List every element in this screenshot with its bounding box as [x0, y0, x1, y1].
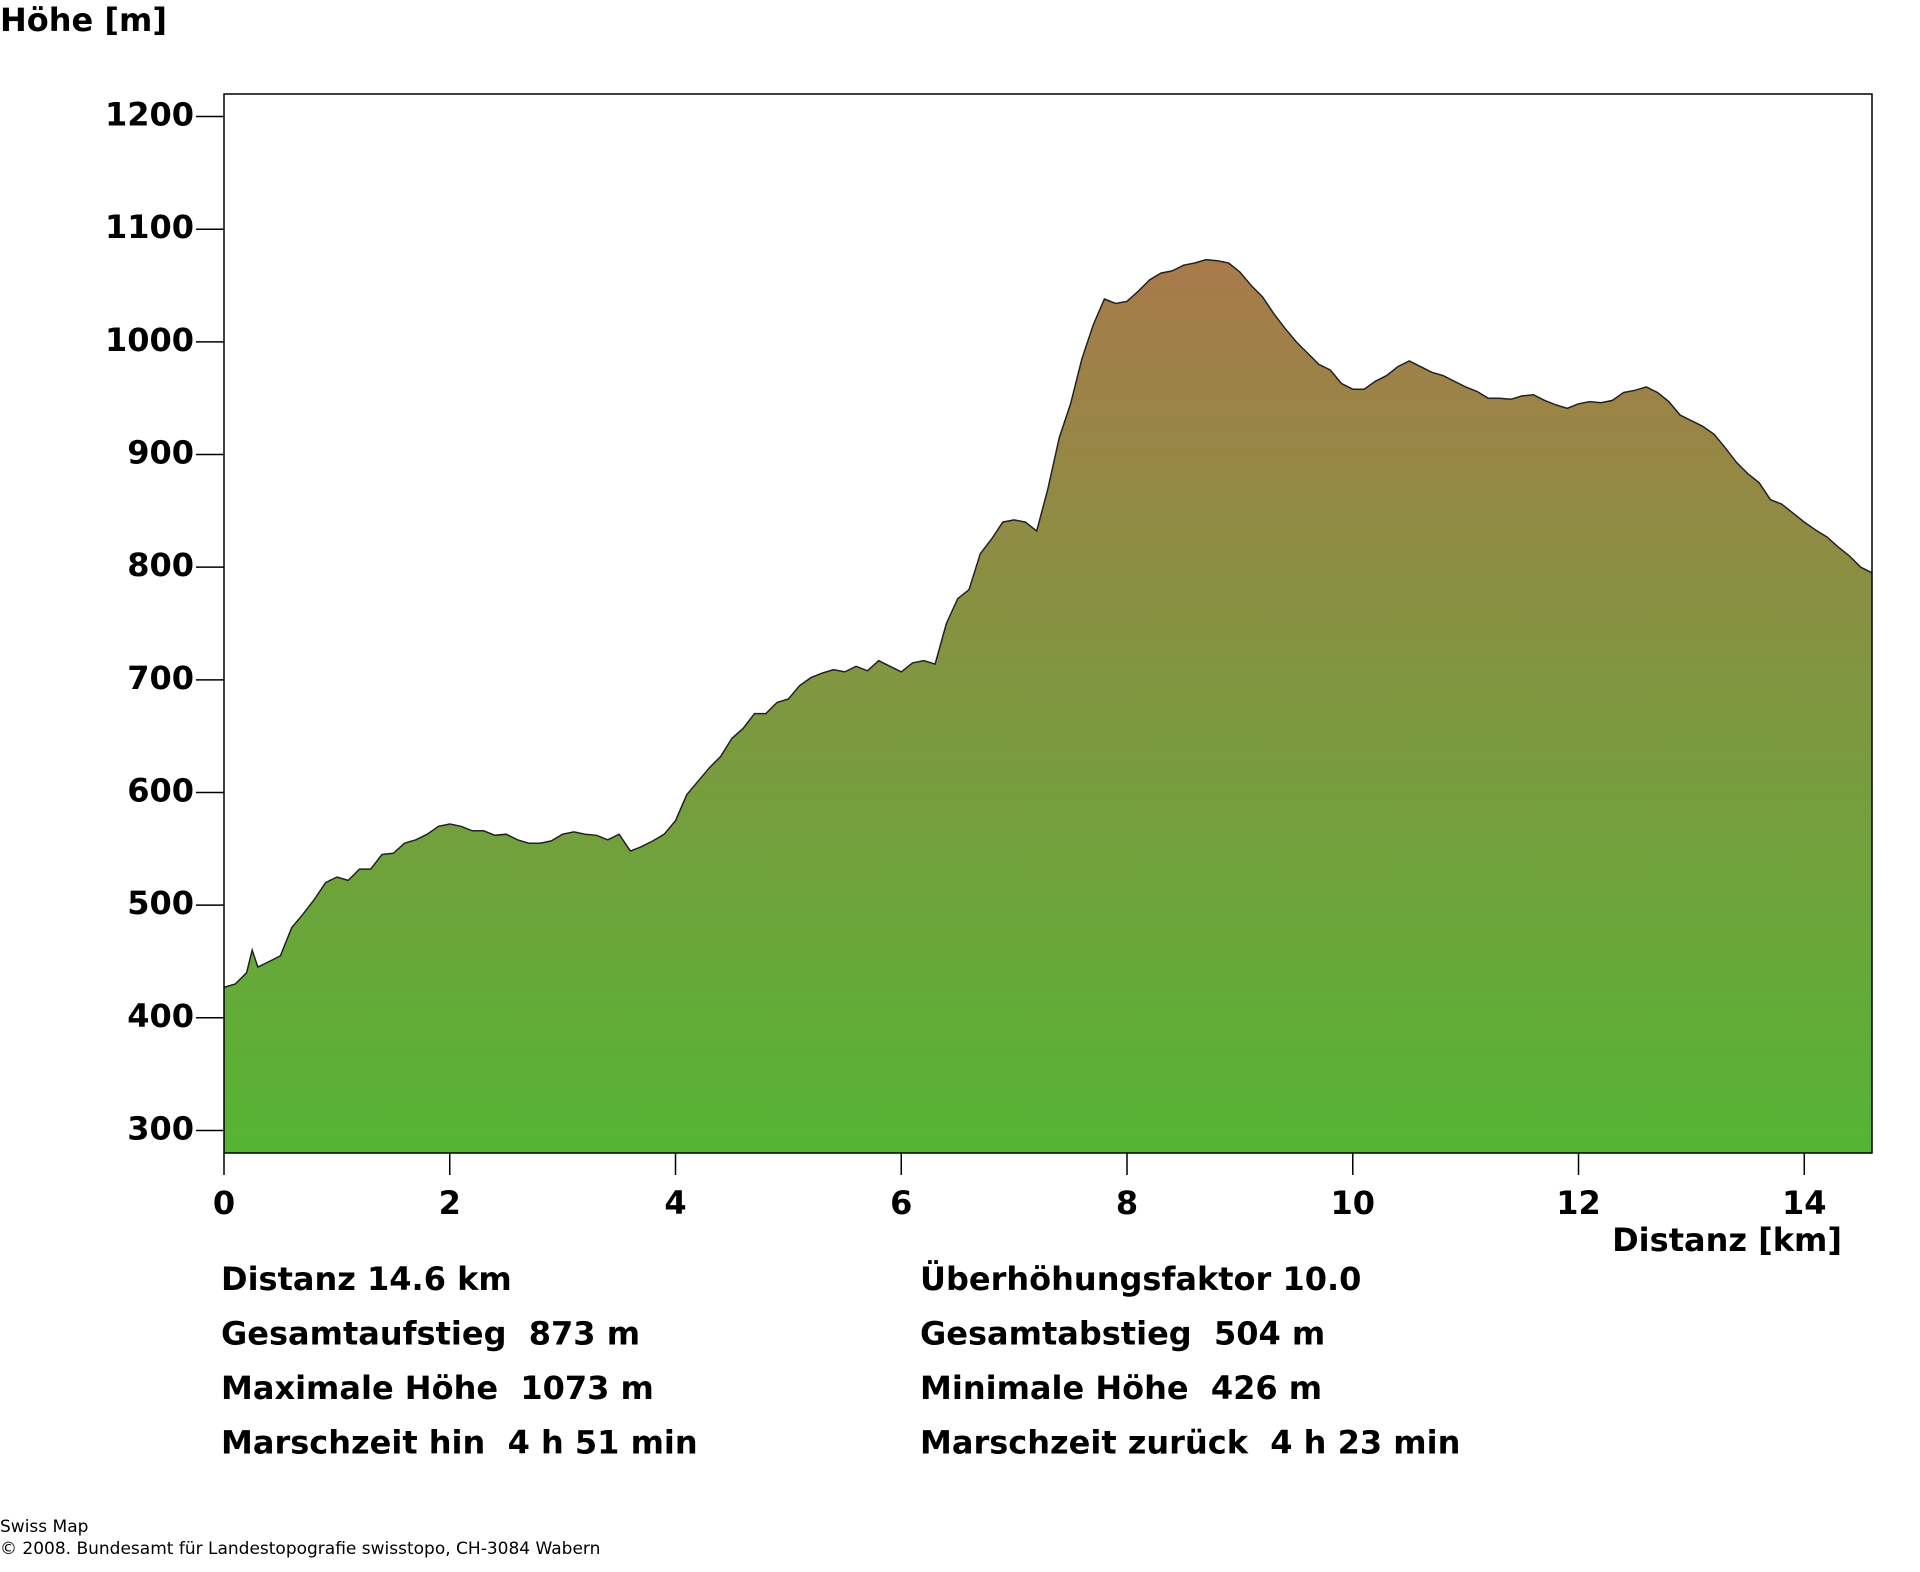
stat: Marschzeit hin 4 h 51 min — [221, 1424, 698, 1462]
y-tick-label: 400 — [127, 997, 194, 1035]
stat: Marschzeit zurück 4 h 23 min — [920, 1424, 1460, 1462]
x-tick-label: 0 — [213, 1184, 235, 1222]
x-tick-label: 14 — [1782, 1184, 1827, 1222]
y-tick-label: 300 — [127, 1109, 194, 1147]
profile-line — [223, 258, 1873, 989]
stat: Minimale Höhe 426 m — [920, 1369, 1322, 1407]
y-axis-label: Höhe [m] — [0, 1, 167, 39]
y-tick-label: 800 — [127, 546, 194, 584]
y-tick-label: 900 — [127, 434, 194, 472]
y-tick-label: 1200 — [105, 96, 194, 134]
x-tick-label: 4 — [664, 1184, 686, 1222]
y-tick-label: 600 — [127, 771, 194, 809]
footer: Swiss Map — [0, 1517, 88, 1537]
x-tick-label: 2 — [439, 1184, 461, 1222]
x-tick-label: 12 — [1556, 1184, 1601, 1222]
stat: Gesamtabstieg 504 m — [920, 1315, 1325, 1353]
stat: Maximale Höhe 1073 m — [221, 1369, 654, 1407]
x-axis-label: Distanz [km] — [1612, 1221, 1842, 1259]
x-tick-label: 8 — [1116, 1184, 1138, 1222]
x-tick-label: 10 — [1331, 1184, 1376, 1222]
footer: © 2008. Bundesamt für Landestopografie s… — [0, 1539, 600, 1559]
y-tick-label: 1100 — [105, 208, 194, 246]
stat: Gesamtaufstieg 873 m — [221, 1315, 640, 1353]
x-tick-label: 6 — [890, 1184, 912, 1222]
y-tick-label: 500 — [127, 884, 194, 922]
area-fill — [224, 259, 1872, 1154]
stat: Überhöhungsfaktor 10.0 — [920, 1260, 1361, 1298]
y-tick-label: 700 — [127, 659, 194, 697]
stat: Distanz 14.6 km — [221, 1260, 512, 1298]
y-tick-label: 1000 — [105, 321, 194, 359]
plot-frame — [223, 93, 1873, 1154]
